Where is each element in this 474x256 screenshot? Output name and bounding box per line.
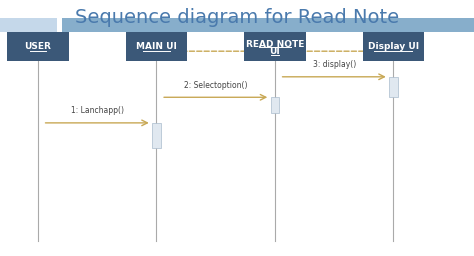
Bar [7, 32, 69, 61]
Bar [363, 32, 424, 61]
Bar [271, 97, 279, 113]
Bar [62, 18, 474, 32]
Text: READ NOTE: READ NOTE [246, 39, 304, 49]
Text: Sequence diagram for Read Note: Sequence diagram for Read Note [75, 8, 399, 27]
Bar [389, 77, 398, 97]
Text: 4: Exit(): 4: Exit() [260, 35, 290, 44]
Text: 1: Lanchapp(): 1: Lanchapp() [71, 106, 124, 115]
Bar [152, 123, 161, 148]
Bar [244, 32, 306, 61]
Text: USER: USER [25, 42, 51, 51]
Text: MAIN UI: MAIN UI [136, 42, 177, 51]
Text: 3: display(): 3: display() [312, 60, 356, 69]
Text: Display UI: Display UI [368, 42, 419, 51]
Text: UI: UI [270, 47, 280, 56]
Bar [0, 18, 57, 32]
Text: 2: Selectoption(): 2: Selectoption() [184, 81, 247, 90]
Bar [126, 32, 187, 61]
